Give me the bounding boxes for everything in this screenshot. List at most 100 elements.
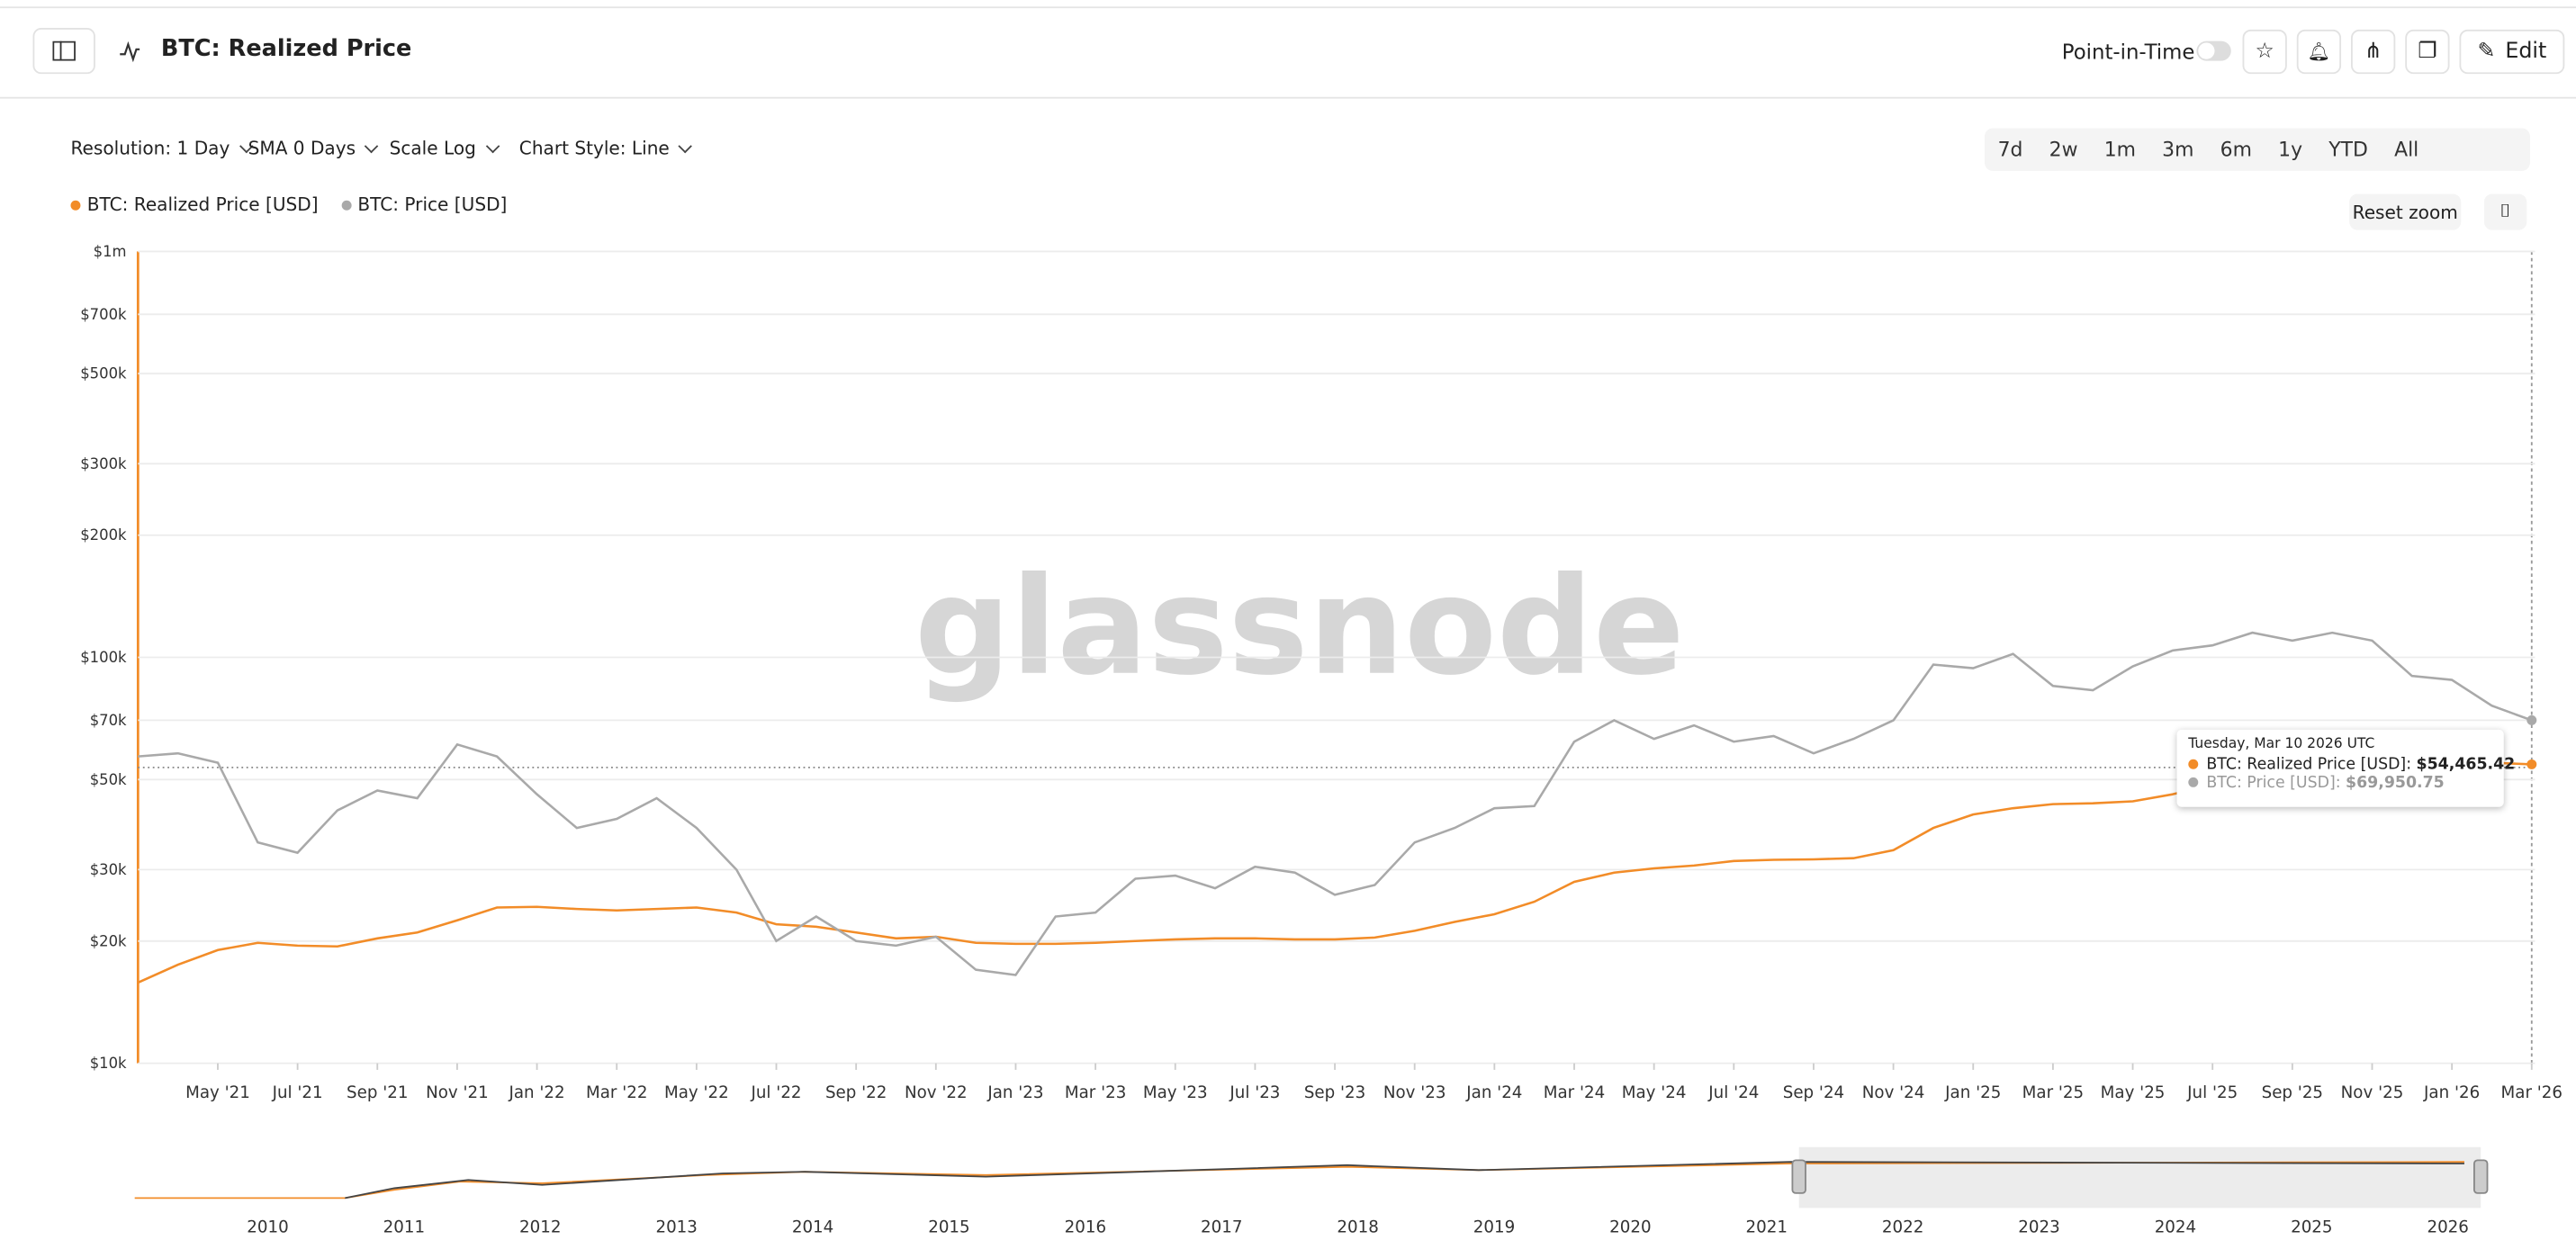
range-button[interactable]: 6m — [2220, 138, 2252, 161]
x-tick-label: Sep '22 — [825, 1083, 887, 1102]
edit-button[interactable]: ✎ Edit — [2459, 29, 2565, 75]
watermark: glassnode — [914, 549, 1685, 705]
tooltip-date: Tuesday, Mar 10 2026 UTC — [2188, 736, 2375, 753]
navigator-handle[interactable] — [1791, 1159, 1806, 1194]
x-tick-label: Nov '22 — [905, 1083, 968, 1102]
resolution-dropdown[interactable]: Resolution: 1 Day — [70, 138, 251, 159]
x-tick-label: Jan '22 — [508, 1083, 564, 1102]
range-button[interactable]: 3m — [2162, 138, 2194, 161]
legend-item[interactable]: BTC: Realized Price [USD] — [70, 193, 319, 216]
x-tick-label: Mar '25 — [2022, 1083, 2084, 1102]
navigator-tick-label: 2018 — [1337, 1218, 1378, 1237]
sidebar-toggle[interactable] — [32, 28, 95, 75]
x-tick-label: Jul '24 — [1707, 1083, 1759, 1102]
navigator-tick-label: 2026 — [2427, 1218, 2468, 1237]
range-button[interactable]: YTD — [2328, 138, 2368, 161]
navigator-tick-label: 2015 — [928, 1218, 969, 1237]
range-button[interactable]: All — [2394, 138, 2419, 161]
tooltip-row: BTC: Price [USD]: $69,950.75 — [2188, 774, 2492, 792]
range-selector: 7d 2w 1m 3m 6m 1y YTD All — [1984, 128, 2530, 171]
navigator-tick-label: 2024 — [2155, 1218, 2196, 1237]
copy-button[interactable]: ❐ — [2405, 29, 2450, 75]
navigator-tick-label: 2011 — [383, 1218, 425, 1237]
tooltip-value: $69,950.75 — [2346, 774, 2445, 793]
favorite-button[interactable]: ☆ — [2242, 29, 2287, 75]
x-tick-label: Sep '23 — [1304, 1083, 1365, 1102]
sma-dropdown[interactable]: SMA 0 Days — [248, 138, 377, 159]
x-tick-label: Jan '26 — [2423, 1083, 2480, 1102]
share-button[interactable]: ⋔ — [2351, 29, 2396, 75]
x-tick-label: Jul '22 — [750, 1083, 801, 1102]
navigator-tick-label: 2016 — [1065, 1218, 1106, 1237]
x-tick-label: Jan '25 — [1944, 1083, 2001, 1102]
reset-zoom-button[interactable]: Reset zoom — [2349, 193, 2462, 230]
series-end-marker — [2526, 759, 2537, 769]
y-tick-label: $50k — [90, 771, 127, 788]
series-line — [137, 758, 2532, 984]
y-tick-label: $700k — [80, 306, 127, 323]
legend-label: BTC: Realized Price [USD] — [86, 193, 319, 216]
tooltip-swatch — [2188, 777, 2199, 787]
x-tick-label: May '22 — [664, 1083, 729, 1102]
header-bar — [0, 6, 2576, 99]
x-tick-label: May '24 — [1622, 1083, 1687, 1102]
x-tick-label: Mar '23 — [1065, 1083, 1126, 1102]
navigator-tick-label: 2022 — [1882, 1218, 1923, 1237]
tooltip: Tuesday, Mar 10 2026 UTC BTC: Realized P… — [2176, 729, 2515, 807]
range-button[interactable]: 1y — [2278, 138, 2303, 161]
navigator-tick-label: 2025 — [2291, 1218, 2332, 1237]
navigator-tick-label: 2020 — [1609, 1218, 1651, 1237]
legend-label: BTC: Price [USD] — [357, 193, 508, 216]
navigator-line — [345, 1161, 2464, 1200]
x-tick-label: Mar '22 — [586, 1083, 647, 1102]
navigator-tick-label: 2021 — [1746, 1218, 1788, 1237]
range-button[interactable]: 7d — [1997, 138, 2023, 161]
style-dropdown[interactable]: Chart Style: Line — [519, 138, 691, 159]
y-tick-label: $10k — [90, 1055, 127, 1072]
navigator-tick-label: 2010 — [247, 1218, 288, 1237]
y-tick-label: $100k — [80, 649, 127, 666]
point-in-time-toggle[interactable] — [2196, 40, 2231, 61]
navigator-tick-label: 2017 — [1201, 1218, 1242, 1237]
alert-button[interactable]: 🔔︎ — [2296, 29, 2342, 75]
y-tick-label: $20k — [90, 932, 127, 949]
x-tick-label: Jul '25 — [2186, 1083, 2238, 1102]
x-tick-label: May '21 — [185, 1083, 250, 1102]
x-tick-label: Sep '25 — [2262, 1083, 2323, 1102]
tooltip-value: $54,465.42 — [2416, 756, 2516, 775]
navigator-tick-label: 2019 — [1473, 1218, 1515, 1237]
legend-swatch — [70, 200, 81, 211]
page-title: BTC: Realized Price — [160, 36, 412, 63]
x-tick-label: Mar '26 — [2501, 1083, 2562, 1102]
navigator-selection[interactable] — [1798, 1146, 2481, 1209]
x-tick-label: Sep '24 — [1783, 1083, 1844, 1102]
range-button[interactable]: 2w — [2049, 138, 2078, 161]
navigator-tick-label: 2014 — [792, 1218, 833, 1237]
y-tick-label: $200k — [80, 526, 127, 544]
tooltip-row: BTC: Realized Price [USD]: $54,465.42 — [2188, 756, 2515, 775]
sidebar-icon — [52, 40, 76, 61]
series-end-marker — [2526, 714, 2537, 725]
scale-dropdown[interactable]: Scale Log — [390, 138, 498, 159]
x-tick-label: Jul '21 — [272, 1083, 323, 1102]
tooltip-label: BTC: Price [USD]: — [2206, 774, 2341, 793]
y-tick-label: $30k — [90, 861, 127, 878]
tooltip-swatch — [2188, 759, 2199, 769]
range-button[interactable]: 1m — [2103, 138, 2136, 161]
point-in-time-label: Point-in-Time — [2061, 39, 2195, 65]
edit-label: Edit — [2505, 39, 2547, 65]
navigator-tick-label: 2023 — [2018, 1218, 2059, 1237]
navigator-handle[interactable] — [2472, 1159, 2489, 1194]
screenshot-button[interactable]: ⌷ — [2483, 193, 2527, 230]
x-tick-label: Jan '24 — [1465, 1083, 1522, 1102]
legend-item[interactable]: BTC: Price [USD] — [341, 193, 508, 216]
y-tick-label: $300k — [80, 455, 127, 472]
x-tick-label: May '25 — [2101, 1083, 2166, 1102]
x-tick-label: Nov '23 — [1383, 1083, 1446, 1102]
y-tick-label: $500k — [80, 365, 127, 382]
x-tick-label: Jul '23 — [1229, 1083, 1280, 1102]
x-tick-label: Jan '23 — [986, 1083, 1043, 1102]
tooltip-label: BTC: Realized Price [USD]: — [2206, 756, 2412, 775]
